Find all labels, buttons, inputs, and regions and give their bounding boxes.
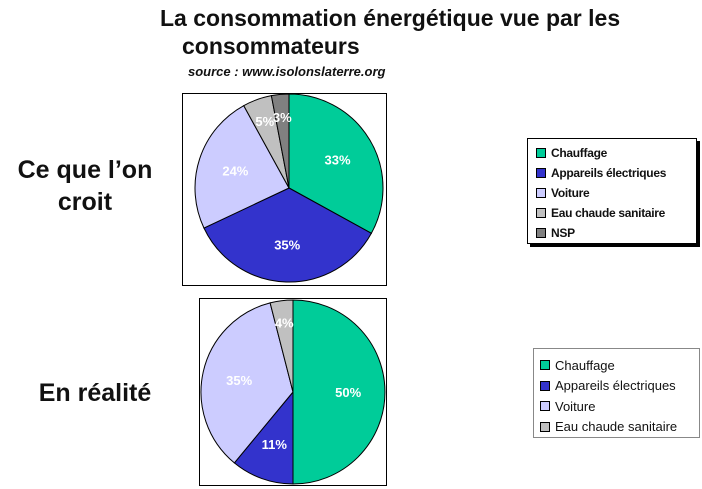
legend-perceived: Chauffage Appareils électriques Voiture Eau… (527, 138, 697, 244)
legend-swatch-reality-voiture (540, 401, 550, 412)
row-label-perceived-line2: croit (57, 188, 113, 216)
pie-slice-perceived-chauffage (288, 94, 384, 234)
source-caption: source : www.isolonslaterre.org (188, 64, 386, 79)
slice-label-perceived-eau-chaude: 5% (255, 114, 274, 129)
legend-swatch-perceived-chauffage (536, 148, 546, 158)
legend-item-reality-voiture: Voiture (540, 396, 699, 417)
slice-label-perceived-appareils: 35% (274, 237, 300, 252)
slice-label-perceived-nsp: 3% (273, 110, 292, 125)
pie-chart-perceived: 33% 35% 24% 5%3% (194, 94, 384, 283)
legend-swatch-perceived-eau-chaude (536, 208, 546, 218)
legend-item-perceived-appareils: Appareils électriques (536, 163, 696, 183)
slice-label-reality-eau-chaude: 4% (275, 316, 294, 331)
legend-item-perceived-eau-chaude: Eau chaude sanitaire (536, 203, 696, 223)
slice-label-perceived-chauffage: 33% (325, 152, 351, 167)
legend-label-perceived-eau-chaude: Eau chaude sanitaire (551, 206, 666, 220)
pie-chart-reality: 50% 11% 35% 4% (200, 299, 386, 485)
legend-label-reality-voiture: Voiture (555, 398, 596, 414)
legend-item-perceived-chauffage: Chauffage (536, 143, 696, 163)
legend-swatch-perceived-appareils (536, 168, 546, 178)
legend-label-perceived-appareils: Appareils électriques (551, 166, 667, 180)
legend-swatch-reality-eau-chaude (540, 421, 550, 432)
legend-item-reality-chauffage: Chauffage (540, 355, 699, 376)
legend-label-reality-appareils: Appareils électriques (555, 378, 676, 394)
row-label-reality: En réalité (38, 379, 152, 407)
row-label-perceived: Ce que l’on croit (10, 154, 160, 218)
pie-chart-reality-frame: 50% 11% 35% 4% (199, 298, 387, 486)
pie-slice-perceived-nsp (270, 94, 290, 189)
slice-label-reality-chauffage: 50% (335, 385, 361, 400)
row-label-perceived-line1: Ce que l’on (17, 156, 153, 184)
legend-label-perceived-voiture: Voiture (551, 186, 590, 200)
legend-item-reality-eau-chaude: Eau chaude sanitaire (540, 417, 699, 438)
legend-item-reality-appareils: Appareils électriques (540, 376, 699, 397)
legend-item-perceived-nsp: NSP (536, 223, 696, 243)
pie-slice-perceived-appareils (203, 187, 373, 283)
legend-label-reality-chauffage: Chauffage (555, 357, 615, 373)
legend-label-perceived-chauffage: Chauffage (551, 146, 607, 160)
legend-swatch-perceived-voiture (536, 188, 546, 198)
legend-swatch-reality-chauffage (540, 360, 550, 371)
slice-label-reality-voiture: 35% (226, 373, 252, 388)
legend-swatch-reality-appareils (540, 380, 550, 391)
pie-slice-reality-eau-chaude (269, 299, 294, 393)
pie-slice-perceived-voiture (194, 104, 290, 229)
chart-title-line1: La consommation énergétique vue par les (160, 5, 621, 31)
pie-slice-reality-voiture (200, 302, 294, 464)
legend-item-perceived-voiture: Voiture (536, 183, 696, 203)
legend-swatch-perceived-nsp (536, 228, 546, 238)
legend-label-perceived-nsp: NSP (551, 226, 575, 240)
pie-slice-reality-chauffage (292, 299, 386, 485)
pie-chart-perceived-frame: 33% 35% 24% 5% 3% (182, 93, 387, 286)
chart-title-line2: consommateurs (182, 33, 360, 59)
legend-reality: Chauffage Appareils électriques Voiture Eau… (533, 348, 700, 438)
slice-label-reality-appareils: 11% (262, 437, 288, 452)
chart-title: La consommation énergétique vue par les … (160, 4, 700, 60)
slice-label-perceived-voiture: 24% (222, 164, 248, 179)
legend-label-reality-eau-chaude: Eau chaude sanitaire (555, 419, 678, 435)
